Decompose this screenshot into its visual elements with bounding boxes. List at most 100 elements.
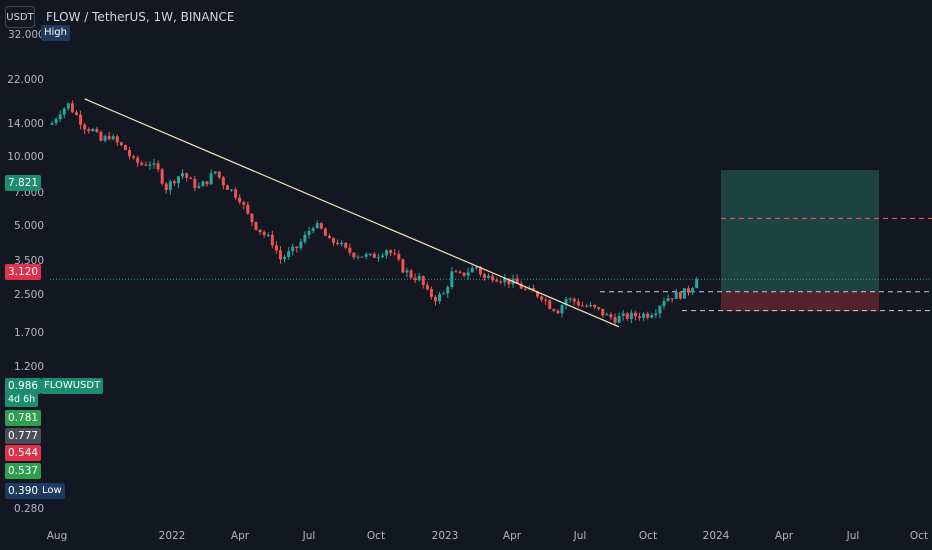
position-zones <box>721 169 879 312</box>
candle-body <box>446 287 450 294</box>
candle-body <box>593 304 597 308</box>
candle-body <box>119 142 123 146</box>
candle-body <box>670 298 674 300</box>
candle-body <box>344 242 348 248</box>
target-zone <box>721 169 879 292</box>
candle-body <box>197 186 201 188</box>
candle-body <box>99 131 103 141</box>
candle-body <box>266 234 270 236</box>
candle-body <box>307 230 311 235</box>
candle-body <box>160 169 164 184</box>
candle-body <box>450 271 454 288</box>
candle-body <box>50 123 54 125</box>
candle-body <box>429 289 433 297</box>
candle-body <box>580 305 584 307</box>
candle-body <box>572 298 576 302</box>
candle-body <box>360 256 364 258</box>
candle-body <box>185 173 189 178</box>
candle-body <box>348 247 352 253</box>
candle-body <box>295 246 299 248</box>
candle-body <box>544 299 548 301</box>
candle-body <box>91 129 95 131</box>
candle-body <box>621 313 625 317</box>
candle-body <box>258 229 262 232</box>
candle-body <box>425 284 429 290</box>
symbol-currency-button[interactable]: USDT <box>5 6 35 28</box>
candle-body <box>380 255 384 257</box>
candle-body <box>132 156 136 158</box>
candle-body <box>597 307 601 309</box>
candle-body <box>568 298 572 300</box>
candle-body <box>695 279 699 289</box>
candle-body <box>691 288 695 293</box>
x-tick-label: 2023 <box>431 530 459 542</box>
y-tick-label: 22.000 <box>7 74 44 86</box>
candle-body <box>650 315 654 318</box>
x-tick-label: Jul <box>302 530 316 542</box>
x-tick-label: Jul <box>846 530 860 542</box>
y-tick-label: 10.000 <box>7 151 44 163</box>
y-tick-label: 0.280 <box>13 503 44 515</box>
candle-body <box>589 304 593 307</box>
candle-body <box>442 293 446 295</box>
x-tick-label: Apr <box>774 530 794 542</box>
candle-body <box>193 178 197 188</box>
candle-body <box>299 241 303 248</box>
candle-body <box>254 221 258 230</box>
candle-body <box>332 238 336 243</box>
candle-body <box>666 298 670 302</box>
candle-body <box>172 181 176 184</box>
candle-body <box>540 296 544 300</box>
trendline <box>84 98 620 328</box>
candle-body <box>181 173 185 177</box>
candle-body <box>487 275 491 278</box>
candle-body <box>454 271 458 273</box>
candle-body <box>519 283 523 289</box>
candle-body <box>189 177 193 179</box>
candle-body <box>340 242 344 245</box>
stop-line-price-tag: 3.120 <box>5 264 42 280</box>
candle-body <box>278 250 282 260</box>
candle-body <box>495 280 499 282</box>
candle-body <box>327 235 331 239</box>
candle-body <box>503 278 507 283</box>
candle-body <box>523 288 527 290</box>
y-tick-label: 2.500 <box>13 289 44 301</box>
candle-body <box>311 228 315 231</box>
candle-body <box>576 301 580 306</box>
candle-body <box>209 173 213 185</box>
candles <box>50 100 699 325</box>
candle-body <box>364 254 368 257</box>
horizontal-levels <box>50 217 932 312</box>
x-tick-label: Aug <box>46 530 68 542</box>
candle-body <box>140 162 144 165</box>
entry-upper-price-tag: 0.781 <box>5 410 42 426</box>
candle-body <box>609 314 613 318</box>
candle-body <box>536 291 540 297</box>
candle-body <box>201 181 205 187</box>
candle-body <box>176 176 180 184</box>
candle-body <box>283 256 287 260</box>
stop-zone <box>721 291 879 312</box>
candle-body <box>74 112 78 115</box>
candle-body <box>111 136 115 140</box>
candle-body <box>315 223 319 229</box>
symbol-tag: FLOWUSDT <box>41 378 104 394</box>
candle-body <box>372 253 376 258</box>
stop-price-tag: 0.544 <box>5 445 42 461</box>
x-tick-label: Apr <box>230 530 250 542</box>
candle-body <box>54 119 58 124</box>
candle-body <box>213 171 217 174</box>
candle-body <box>584 305 588 307</box>
y-tick-label: 14.000 <box>7 118 44 130</box>
candle-body <box>152 163 156 165</box>
candle-body <box>646 313 650 318</box>
candle-body <box>303 234 307 242</box>
candle-body <box>230 189 234 191</box>
candle-body <box>246 204 250 214</box>
chart-title: FLOW / TetherUS, 1W, BINANCE <box>46 10 235 24</box>
candle-body <box>601 308 605 316</box>
candle-body <box>654 313 658 316</box>
low-marker: Low <box>39 483 65 499</box>
